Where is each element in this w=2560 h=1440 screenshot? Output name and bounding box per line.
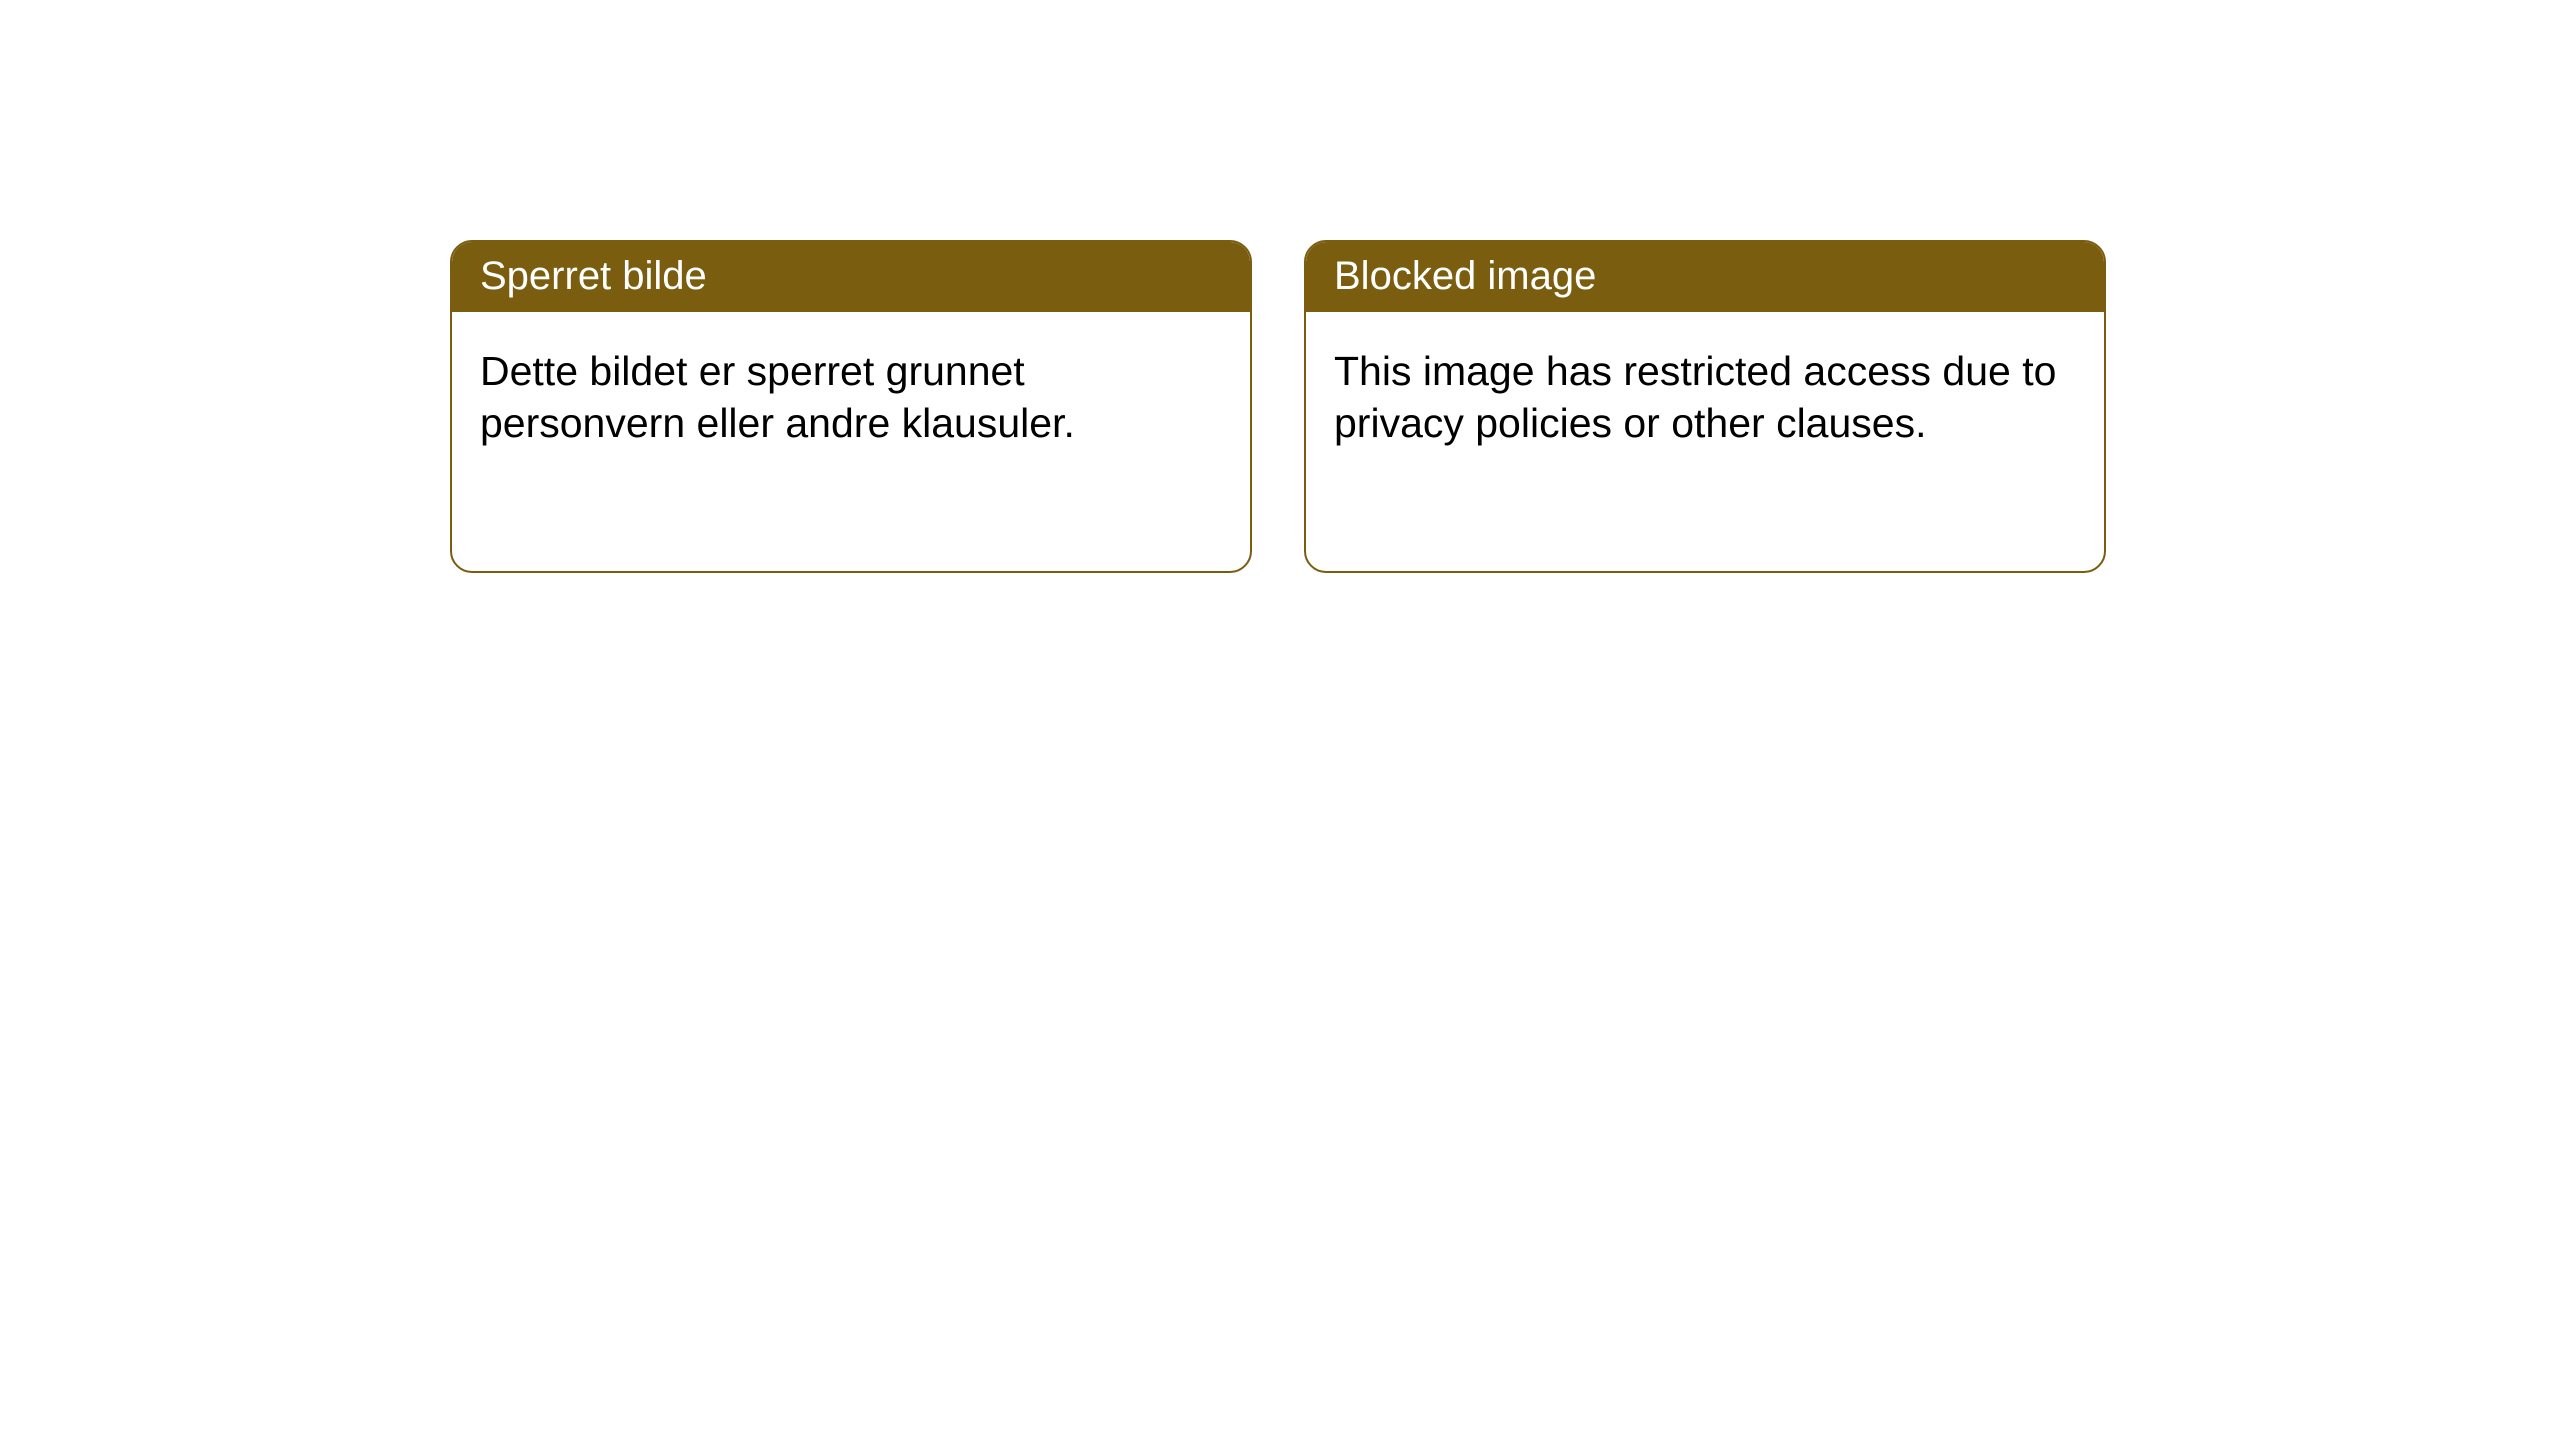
notice-body: Dette bildet er sperret grunnet personve… [452,312,1250,477]
notice-card-english: Blocked image This image has restricted … [1304,240,2106,573]
notice-header: Blocked image [1306,242,2104,312]
notice-header: Sperret bilde [452,242,1250,312]
notice-body: This image has restricted access due to … [1306,312,2104,477]
notice-card-norwegian: Sperret bilde Dette bildet er sperret gr… [450,240,1252,573]
